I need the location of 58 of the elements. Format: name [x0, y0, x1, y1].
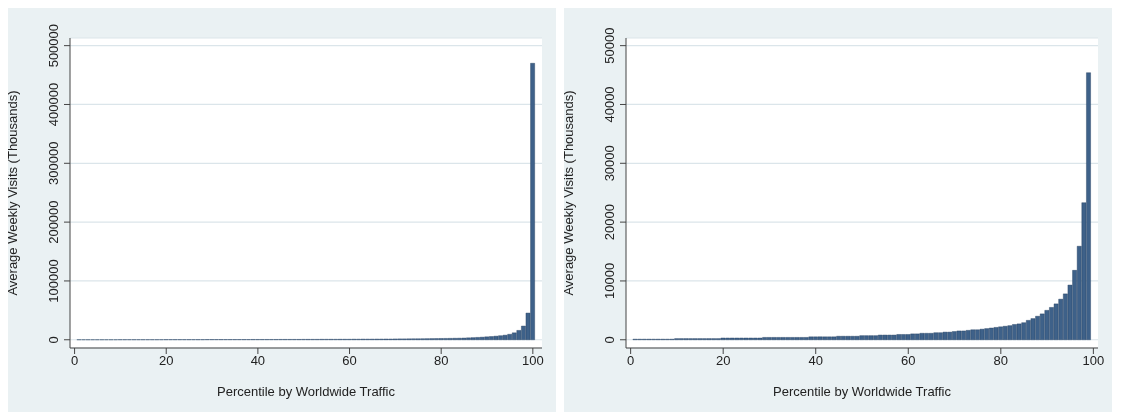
bar [942, 331, 948, 340]
y-tick-label: 300000 [46, 141, 61, 185]
bar [808, 336, 814, 340]
x-axis-title: Percentile by Worldwide Traffic [217, 384, 396, 399]
y-tick-label: 400000 [46, 82, 61, 127]
bar [882, 334, 888, 340]
x-tick-label: 100 [1082, 353, 1105, 369]
x-tick-label: 60 [901, 353, 916, 369]
bar [780, 337, 786, 340]
x-tick-label: 100 [521, 353, 544, 369]
bar [766, 337, 772, 340]
y-tick-label: 200000 [46, 200, 61, 244]
x-tick-label: 80 [993, 353, 1009, 369]
y-tick-label: 0 [602, 336, 617, 344]
y-tick-label: 10000 [602, 262, 617, 300]
bar [493, 335, 499, 340]
bar [956, 330, 962, 340]
y-tick-label: 30000 [602, 145, 617, 182]
x-tick-label: 40 [808, 353, 823, 369]
bar [868, 335, 874, 340]
bar [1053, 303, 1059, 340]
bar [845, 336, 851, 340]
bar [803, 337, 809, 340]
y-tick-label: 500000 [46, 23, 61, 68]
bar [1039, 313, 1045, 340]
bar [502, 334, 508, 340]
bar [979, 328, 985, 340]
bar [891, 334, 897, 340]
bar [1002, 326, 1008, 340]
y-tick-label: 50000 [602, 27, 617, 64]
x-tick-label: 0 [70, 353, 79, 369]
x-axis-title: Percentile by Worldwide Traffic [773, 384, 952, 399]
bar [831, 336, 837, 340]
y-tick-label: 100000 [46, 259, 61, 303]
bar [1016, 323, 1022, 340]
bar [854, 336, 860, 340]
x-tick-label: 20 [715, 353, 731, 369]
bar [1044, 310, 1050, 340]
x-tick-label: 80 [433, 353, 449, 369]
x-tick-label: 60 [342, 353, 357, 369]
bar [479, 336, 485, 340]
y-tick-label: 40000 [602, 86, 617, 123]
x-tick-label: 0 [627, 353, 635, 369]
bar [965, 330, 971, 340]
x-tick-label: 20 [159, 353, 174, 369]
bar [905, 334, 911, 340]
bar [928, 333, 934, 340]
bar [794, 337, 800, 340]
bar [817, 336, 823, 340]
bar [470, 337, 476, 340]
y-tick-label: 0 [46, 336, 61, 344]
x-tick-label: 40 [250, 353, 266, 369]
y-tick-label: 20000 [602, 204, 617, 241]
y-axis-title: Average Weekly Visits (Thousands) [560, 90, 576, 296]
bar [993, 327, 999, 340]
bar [1030, 318, 1036, 340]
y-axis-title: Average Weekly Visits (Thousands) [4, 90, 20, 296]
bar [919, 333, 925, 340]
